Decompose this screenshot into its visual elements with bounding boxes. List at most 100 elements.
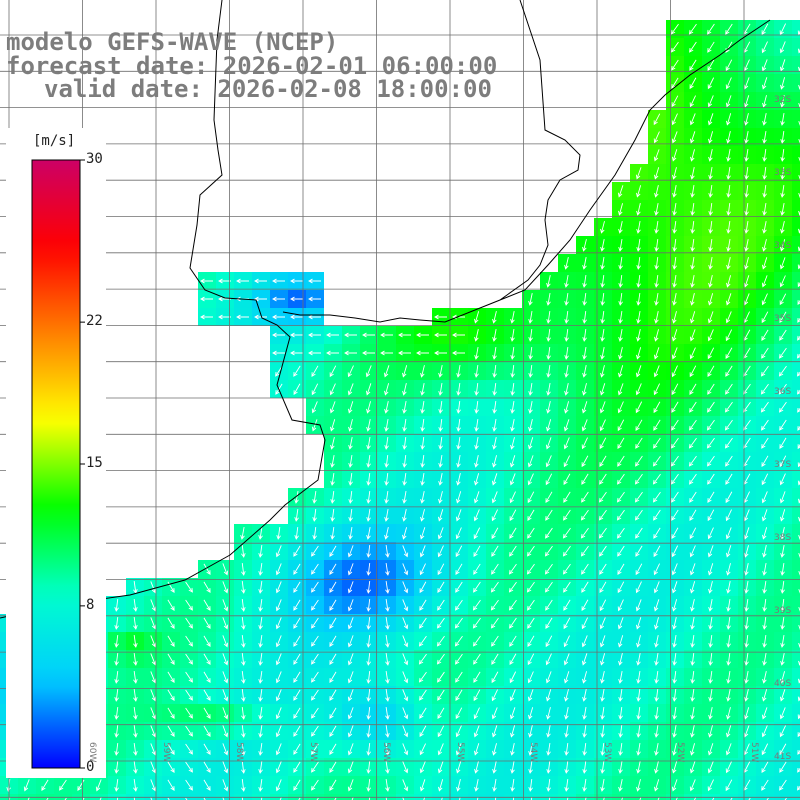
- wind-arrow: [329, 545, 337, 557]
- wind-arrow: [582, 257, 587, 270]
- wind-arrow: [167, 725, 175, 737]
- wind-arrow: [726, 167, 731, 180]
- longitude-label: 58W: [234, 742, 244, 763]
- wind-arrow: [654, 617, 659, 630]
- wind-arrow: [185, 707, 193, 719]
- wind-arrow: [477, 797, 479, 800]
- wind-arrow: [438, 491, 443, 504]
- wind-arrow: [527, 473, 534, 486]
- wind-speed-cell: [792, 20, 800, 38]
- wind-arrow: [474, 455, 479, 468]
- wind-arrow: [275, 689, 282, 702]
- wind-arrow: [347, 779, 354, 792]
- wind-arrow: [347, 401, 354, 414]
- wind-arrow: [258, 562, 263, 576]
- wind-arrow: [690, 185, 695, 198]
- wind-arrow: [762, 166, 767, 180]
- wind-arrow: [293, 365, 301, 377]
- wind-arrow: [527, 545, 535, 557]
- wind-arrow: [385, 742, 390, 756]
- wind-arrow: [402, 707, 409, 720]
- wind-arrow: [564, 275, 569, 288]
- wind-arrow: [798, 121, 800, 126]
- wind-speed-cell: [792, 632, 800, 650]
- wind-arrow: [635, 401, 643, 414]
- wind-arrow: [726, 149, 731, 162]
- wind-arrow: [654, 329, 659, 342]
- wind-arrow: [779, 41, 786, 54]
- wind-arrow: [133, 688, 138, 702]
- wind-arrow: [690, 220, 695, 234]
- wind-arrow: [311, 725, 319, 737]
- wind-arrow: [797, 299, 800, 306]
- wind-arrow: [708, 202, 713, 216]
- wind-arrow: [634, 473, 643, 485]
- wind-arrow: [707, 761, 714, 774]
- wind-arrow: [294, 508, 299, 522]
- wind-arrow: [200, 314, 213, 320]
- wind-arrow: [618, 653, 623, 666]
- wind-arrow: [474, 418, 479, 432]
- latitude-label: 40S: [774, 679, 792, 689]
- wind-arrow: [689, 131, 696, 144]
- wind-arrow: [582, 707, 587, 720]
- wind-arrow: [708, 707, 713, 720]
- wind-arrow: [241, 580, 246, 594]
- wind-arrow: [419, 617, 427, 629]
- wind-arrow: [348, 508, 353, 522]
- wind-arrow: [707, 509, 715, 522]
- wind-arrow: [744, 545, 750, 558]
- wind-arrow: [380, 332, 393, 338]
- wind-arrow: [491, 545, 499, 557]
- wind-arrow: [780, 509, 786, 522]
- wind-arrow: [402, 527, 408, 540]
- wind-arrow: [290, 296, 303, 302]
- wind-arrow: [473, 545, 481, 558]
- wind-arrow: [366, 724, 371, 738]
- wind-arrow: [688, 455, 697, 467]
- wind-arrow: [402, 491, 407, 504]
- wind-arrow: [618, 221, 623, 234]
- wind-arrow: [494, 796, 497, 800]
- wind-arrow: [347, 743, 354, 756]
- wind-arrow: [779, 743, 787, 756]
- wind-arrow: [548, 796, 551, 800]
- wind-arrow: [330, 490, 335, 504]
- wind-arrow: [762, 689, 768, 702]
- wind-arrow: [636, 221, 641, 234]
- wind-arrow: [743, 725, 750, 738]
- wind-arrow: [203, 707, 211, 719]
- longitude-label: 52W: [675, 742, 685, 763]
- wind-arrow: [707, 95, 714, 108]
- wind-arrow: [491, 473, 498, 486]
- wind-arrow: [402, 472, 407, 486]
- wind-arrow: [744, 239, 749, 252]
- wind-arrow: [455, 545, 463, 558]
- wind-arrow: [526, 563, 535, 575]
- wind-arrow: [510, 437, 515, 450]
- wind-arrow: [150, 599, 157, 612]
- wind-arrow: [366, 652, 371, 666]
- wind-arrow: [671, 383, 679, 396]
- wind-arrow: [258, 778, 263, 792]
- wind-arrow: [760, 401, 769, 413]
- wind-arrow: [567, 797, 569, 800]
- wind-arrow: [707, 473, 715, 485]
- wind-arrow: [437, 689, 445, 701]
- wind-arrow: [545, 599, 553, 611]
- wind-arrow: [690, 167, 695, 180]
- wind-arrow: [635, 365, 642, 378]
- wind-arrow: [798, 589, 800, 594]
- wind-arrow: [564, 778, 569, 792]
- wind-arrow: [528, 383, 533, 396]
- wind-arrow: [744, 563, 749, 576]
- wind-arrow: [617, 401, 624, 414]
- wind-arrow: [402, 581, 409, 594]
- wind-arrow: [652, 491, 661, 503]
- wind-arrow: [456, 418, 461, 432]
- wind-arrow: [618, 635, 624, 648]
- wind-arrow: [456, 400, 461, 414]
- wind-arrow: [617, 185, 624, 198]
- wind-arrow: [348, 472, 353, 486]
- wind-arrow: [762, 113, 767, 126]
